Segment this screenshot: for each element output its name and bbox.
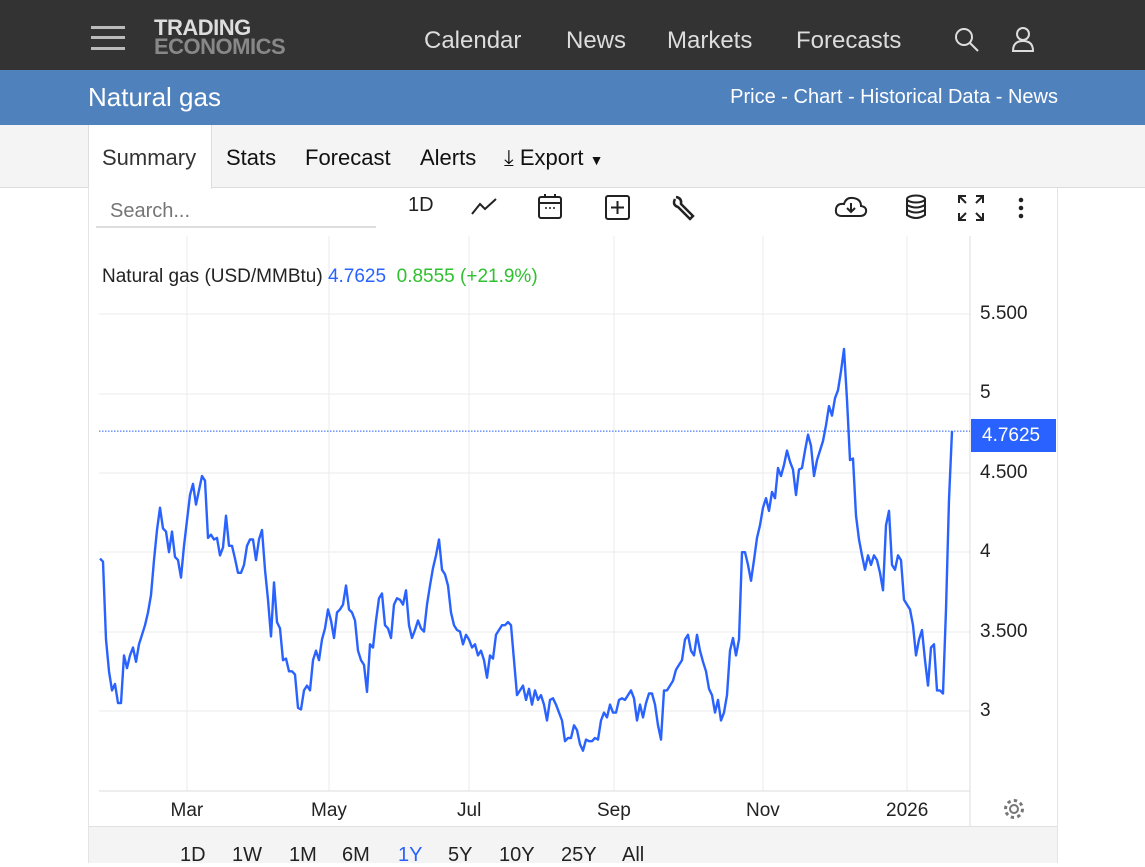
y-tick-label: 3.500 <box>980 620 1028 642</box>
x-tick-label: Nov <box>746 800 780 821</box>
x-tick-label: 2026 <box>886 800 929 821</box>
tab-summary[interactable]: Summary <box>102 145 197 170</box>
range-1m[interactable]: 1M <box>289 844 317 866</box>
range-bar <box>89 826 1057 863</box>
y-tick-label: 4.500 <box>980 461 1028 483</box>
range-1w[interactable]: 1W <box>232 844 262 866</box>
logo[interactable]: TRADING ECONOMICS <box>154 15 286 59</box>
tab-forecast[interactable]: Forecast <box>305 145 391 170</box>
caret-down-icon: ▼ <box>589 152 604 168</box>
x-tick-label: May <box>311 800 347 821</box>
y-tick-label: 5 <box>980 382 991 404</box>
range-10y[interactable]: 10Y <box>499 844 535 866</box>
x-tick-label: Sep <box>597 800 631 821</box>
nav-markets[interactable]: Markets <box>667 27 753 54</box>
last-price-label: 4.7625 <box>971 419 1056 452</box>
range-5y[interactable]: 5Y <box>448 844 473 866</box>
interval-button[interactable]: 1D <box>408 194 434 216</box>
database-icon[interactable] <box>904 194 928 222</box>
nav-calendar[interactable]: Calendar <box>424 27 522 54</box>
fullscreen-icon[interactable] <box>957 194 985 222</box>
search-icon[interactable] <box>953 26 981 54</box>
legend-name: Natural gas (USD/MMBtu) <box>102 266 323 287</box>
y-tick-label: 4 <box>980 541 991 563</box>
add-indicator-icon[interactable] <box>604 194 632 222</box>
tab-export[interactable]: ⤓ Export ▼ <box>504 145 603 171</box>
x-tick-label: Jul <box>457 800 482 821</box>
hamburger-menu-icon[interactable] <box>91 26 125 50</box>
range-all[interactable]: All <box>622 844 645 866</box>
tab-stats[interactable]: Stats <box>226 145 277 170</box>
chart-panel <box>88 188 1058 863</box>
section-links[interactable]: Price - Chart - Historical Data - News <box>730 86 1058 108</box>
range-1y[interactable]: 1Y <box>398 844 423 866</box>
range-1d[interactable]: 1D <box>180 844 206 866</box>
line-chart-icon[interactable] <box>470 196 498 218</box>
top-navbar <box>0 0 1145 70</box>
active-tab-bg <box>88 125 212 189</box>
chart-legend: Natural gas (USD/MMBtu) 4.7625 0.8555 (+… <box>102 266 538 288</box>
legend-change: 0.8555 (+21.9%) <box>396 266 538 287</box>
download-icon: ⤓ <box>504 145 514 170</box>
calendar-icon[interactable] <box>537 192 563 220</box>
range-6m[interactable]: 6M <box>342 844 370 866</box>
nav-news[interactable]: News <box>566 27 627 54</box>
price-series-line <box>99 347 954 752</box>
legend-value: 4.7625 <box>327 266 387 287</box>
nav-forecasts[interactable]: Forecasts <box>796 27 902 54</box>
export-label: Export <box>519 145 584 170</box>
y-tick-label: 5.500 <box>980 303 1028 324</box>
y-tick-label: 3 <box>980 700 991 721</box>
search-input[interactable] <box>96 196 376 228</box>
x-tick-label: Mar <box>170 800 204 821</box>
more-options-icon[interactable] <box>1016 196 1026 222</box>
settings-gear-icon[interactable] <box>1002 797 1026 821</box>
tab-alerts[interactable]: Alerts <box>420 145 477 170</box>
title-bar <box>0 70 1145 125</box>
range-25y[interactable]: 25Y <box>561 844 597 866</box>
cloud-download-icon[interactable] <box>834 194 868 220</box>
user-icon[interactable] <box>1010 25 1036 53</box>
wrench-icon[interactable] <box>670 195 696 223</box>
page-title: Natural gas <box>88 82 221 112</box>
